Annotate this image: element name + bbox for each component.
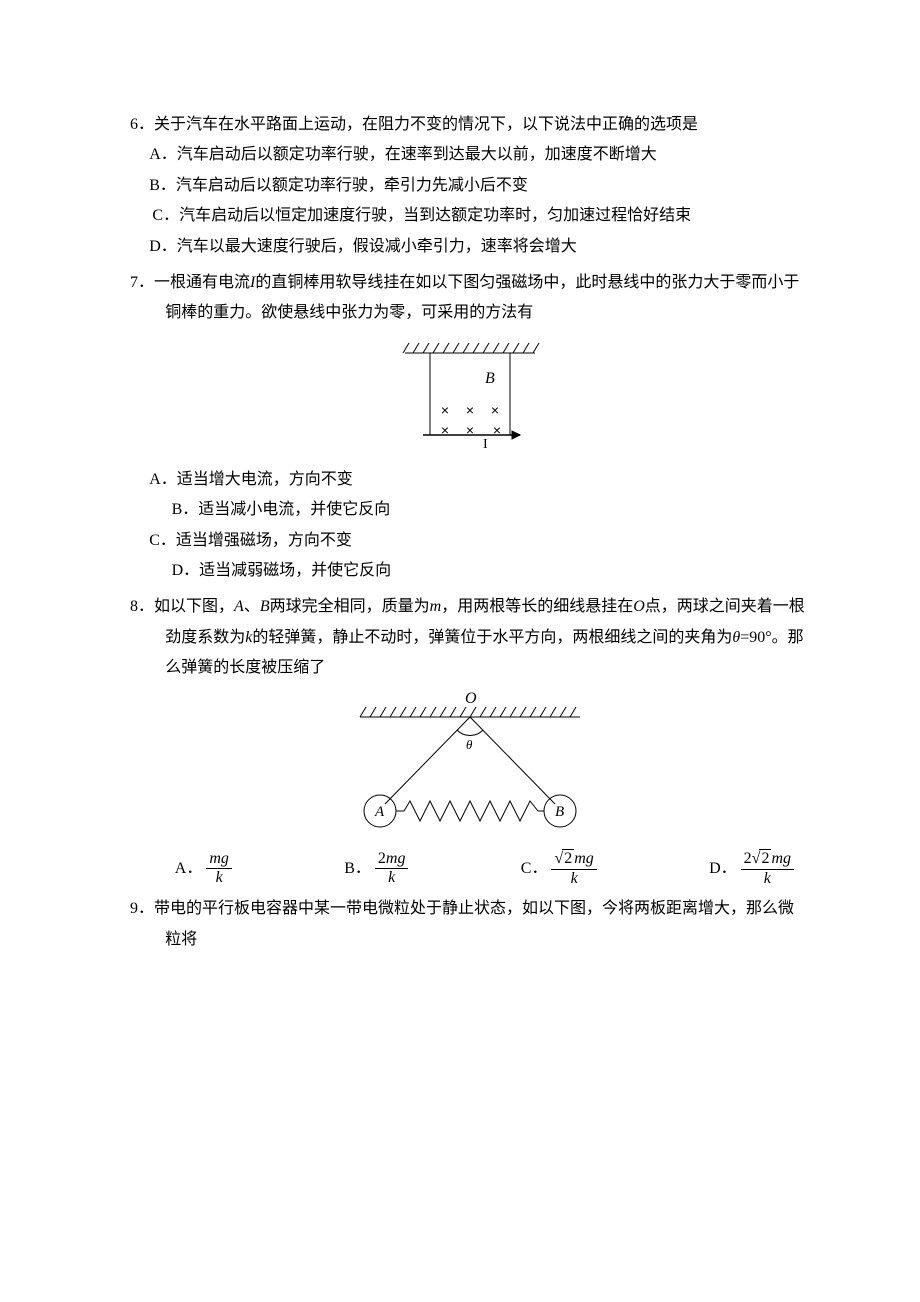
q6-option-b: B．汽车启动后以额定功率行驶，牵引力先减小后不变 [130,171,810,201]
q6-number: 6． [130,116,154,133]
q7-option-a: A．适当增大电流，方向不变 [130,465,810,495]
q8-b-den: k [388,869,395,886]
q7-i-label: I [483,437,488,452]
q8-c-sqrt: 2 [562,849,574,868]
q8-t2: 两球完全相同，质量为 [270,598,430,615]
q8-th: θ [732,629,740,646]
q8-fig-b: B [555,804,564,820]
q8-b-label: B． [344,854,371,884]
q8-d-frac: 2√2mg k [741,849,794,888]
q8-svg: O θ A B [320,689,620,839]
q9-number: 9． [130,900,154,917]
svg-text:×: × [466,422,474,438]
q7-t1: 一根通有电流 [154,274,250,291]
q8-c-num: mg [574,850,594,867]
q8-options-row: A． mg k B． 2mg k C． √2mg k D． 2√2mg k [130,849,810,888]
q8-sep: 、 [244,598,260,615]
q8-m: m [430,598,442,615]
q8-b-coef: 2 [378,850,386,867]
q8-t3: ，用两根等长的细线悬挂在 [441,598,633,615]
q7-t2: 的直铜棒用软导线挂在如以下图匀强磁场中，此时悬线中的张力大于零而小于铜棒的重力。… [165,274,799,321]
svg-text:×: × [491,402,499,418]
q8-d-num: mg [771,850,791,867]
question-8: 8．如以下图，A、B两球完全相同，质量为m，用两根等长的细线悬挂在O点，两球之间… [130,592,810,888]
q6-option-d: D．汽车以最大速度行驶后，假设减小牵引力，速率将会增大 [130,232,810,262]
q6-option-a: A．汽车启动后以额定功率行驶，在速率到达最大以前，加速度不断增大 [130,140,810,170]
q7-option-b: B．适当减小电流，并使它反向 [130,495,810,525]
q8-fig-theta: θ [466,737,473,752]
q8-t1: 如以下图， [154,598,234,615]
q7-b-label: B [485,370,495,387]
question-7: 7．一根通有电流 I 的直铜棒用软导线挂在如以下图匀强磁场中，此时悬线中的张力大于零… [130,268,810,586]
q8-option-c: C． √2mg k [521,849,597,888]
q7-option-d: D．适当减弱磁场，并使它反向 [130,556,810,586]
q7-number: 7． [130,274,154,291]
q7-option-c: C．适当增强磁场，方向不变 [130,526,810,556]
svg-text:×: × [441,402,449,418]
q9-stem: 9．带电的平行板电容器中某一带电微粒处于静止状态，如以下图，今将两板距离增大，那… [130,894,810,955]
q8-option-d: D． 2√2mg k [709,849,794,888]
q8-option-b: B． 2mg k [344,850,408,888]
q7-figure: B × × × × × × I [130,335,810,455]
q8-d-den: k [764,870,771,887]
q8-c-den: k [571,870,578,887]
q6-stem: 6．关于汽车在水平路面上运动，在阻力不变的情况下，以下说法中正确的选项是 [130,110,810,140]
q8-d-sqrt: 2 [759,849,771,868]
q8-number: 8． [130,598,154,615]
q6-option-c: C．汽车启动后以恒定加速度行驶，当到达额定功率时，匀加速过程恰好结束 [130,201,810,231]
q6-text: 关于汽车在水平路面上运动，在阻力不变的情况下，以下说法中正确的选项是 [154,116,698,133]
q8-a: A [234,598,244,615]
q8-b: B [260,598,270,615]
q8-a-frac: mg k [206,850,232,888]
q8-c-frac: √2mg k [551,849,596,888]
q8-c-label: C． [521,854,548,884]
q8-option-a: A． mg k [175,850,232,888]
q8-d-coef: 2 [744,850,752,867]
question-9: 9．带电的平行板电容器中某一带电微粒处于静止状态，如以下图，今将两板距离增大，那… [130,894,810,955]
q9-text: 带电的平行板电容器中某一带电微粒处于静止状态，如以下图，今将两板距离增大，那么微… [154,900,794,947]
q8-t5: 的轻弹簧，静止不动时，弹簧位于水平方向，两根细线之间的夹角为 [252,629,732,646]
question-6: 6．关于汽车在水平路面上运动，在阻力不变的情况下，以下说法中正确的选项是 A．汽… [130,110,810,262]
q8-stem: 8．如以下图，A、B两球完全相同，质量为m，用两根等长的细线悬挂在O点，两球之间… [130,592,810,683]
q8-a-label: A． [175,854,203,884]
q8-b-num: mg [386,850,406,867]
q8-figure: O θ A B [130,689,810,839]
q8-d-label: D． [709,854,737,884]
q7-stem: 7．一根通有电流I的直铜棒用软导线挂在如以下图匀强磁场中，此时悬线中的张力大于零… [130,268,810,329]
q8-o: O [633,598,645,615]
svg-text:×: × [466,402,474,418]
q7-svg: B × × × × × × I [385,335,555,455]
q8-a-num: mg [209,850,229,867]
q8-fig-o: O [465,690,477,707]
q8-b-frac: 2mg k [375,850,409,888]
svg-text:×: × [493,422,501,438]
q8-a-den: k [216,869,223,886]
svg-text:×: × [441,422,449,438]
q8-fig-a: A [374,804,385,820]
